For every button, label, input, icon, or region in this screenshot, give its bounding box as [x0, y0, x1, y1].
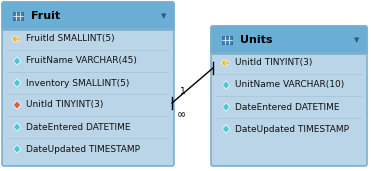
Polygon shape	[222, 103, 230, 111]
Text: DateEntered DATETIME: DateEntered DATETIME	[235, 102, 339, 111]
Text: Fruit: Fruit	[31, 11, 60, 21]
Polygon shape	[222, 81, 230, 89]
Text: ▼: ▼	[354, 37, 360, 43]
Polygon shape	[13, 79, 21, 87]
Polygon shape	[13, 101, 21, 109]
Text: DateEntered DATETIME: DateEntered DATETIME	[26, 122, 131, 131]
FancyBboxPatch shape	[2, 2, 174, 30]
Polygon shape	[222, 125, 230, 133]
Circle shape	[221, 60, 227, 66]
Text: FruitName VARCHAR(45): FruitName VARCHAR(45)	[26, 56, 137, 65]
Polygon shape	[13, 57, 21, 65]
Text: ∞: ∞	[177, 110, 186, 120]
Text: Inventory SMALLINT(5): Inventory SMALLINT(5)	[26, 78, 129, 88]
Text: DateUpdated TIMESTAMP: DateUpdated TIMESTAMP	[26, 144, 140, 154]
Text: DateUpdated TIMESTAMP: DateUpdated TIMESTAMP	[235, 124, 349, 134]
FancyBboxPatch shape	[211, 26, 367, 54]
Circle shape	[13, 36, 19, 42]
Bar	[223, 36, 232, 44]
Polygon shape	[13, 123, 21, 131]
Polygon shape	[13, 145, 21, 153]
FancyBboxPatch shape	[2, 2, 174, 166]
Text: FruitId SMALLINT(5): FruitId SMALLINT(5)	[26, 35, 115, 43]
Bar	[215, 40, 363, 52]
Bar	[6, 16, 170, 28]
Text: UnitId TINYINT(3): UnitId TINYINT(3)	[235, 58, 312, 68]
FancyBboxPatch shape	[211, 26, 367, 166]
Text: ▼: ▼	[161, 13, 167, 19]
Bar	[224, 62, 230, 64]
Bar	[13, 12, 23, 20]
Text: UnitId TINYINT(3): UnitId TINYINT(3)	[26, 101, 104, 109]
Text: Units: Units	[240, 35, 273, 45]
Bar	[16, 38, 20, 40]
Text: 1: 1	[180, 87, 186, 95]
Text: UnitName VARCHAR(10): UnitName VARCHAR(10)	[235, 81, 344, 89]
